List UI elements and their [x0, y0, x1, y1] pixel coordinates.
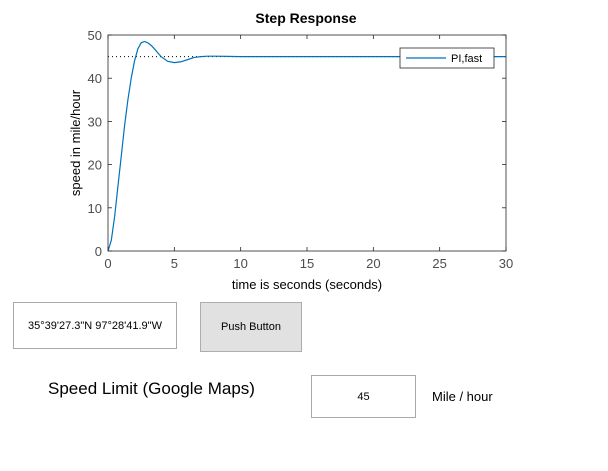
legend-box — [399, 47, 495, 69]
x-tick-label: 15 — [300, 256, 314, 271]
y-tick-label: 20 — [88, 158, 102, 173]
speed-unit-label: Mile / hour — [432, 389, 493, 404]
legend-label: PI,fast — [451, 53, 482, 65]
x-tick-label: 25 — [432, 256, 446, 271]
x-axis-label: time is seconds (seconds) — [232, 277, 382, 292]
x-tick-label: 0 — [104, 256, 111, 271]
y-tick-label: 0 — [95, 244, 102, 259]
y-tick-label: 40 — [88, 71, 102, 86]
location-coordinates-field[interactable]: 35°39'27.3"N 97°28'41.9"W — [13, 302, 177, 349]
x-tick-label: 10 — [233, 256, 247, 271]
axes-box — [107, 34, 507, 252]
location-coordinates-text: 35°39'27.3"N 97°28'41.9"W — [28, 320, 162, 332]
speed-limit-input[interactable] — [311, 375, 416, 418]
chart-title: Step Response — [255, 10, 356, 26]
x-tick-label: 20 — [366, 256, 380, 271]
legend: PI,fast — [399, 47, 495, 69]
series-line-pi-fast — [107, 40, 506, 252]
y-tick-label: 30 — [88, 114, 102, 129]
y-tick-label: 50 — [88, 28, 102, 43]
push-button[interactable]: Push Button — [200, 302, 302, 352]
step-response-chart: Step Response 0 5 10 15 20 25 30 0 10 20 30 40 50 PI… — [68, 10, 513, 292]
y-axis-label: speed in mile/hour — [68, 89, 83, 196]
x-tick-label: 5 — [171, 256, 178, 271]
speed-limit-label: Speed Limit (Google Maps) — [48, 379, 255, 398]
x-tick-label: 30 — [499, 256, 513, 271]
plot-area — [108, 35, 506, 251]
y-tick-label: 10 — [88, 201, 102, 216]
